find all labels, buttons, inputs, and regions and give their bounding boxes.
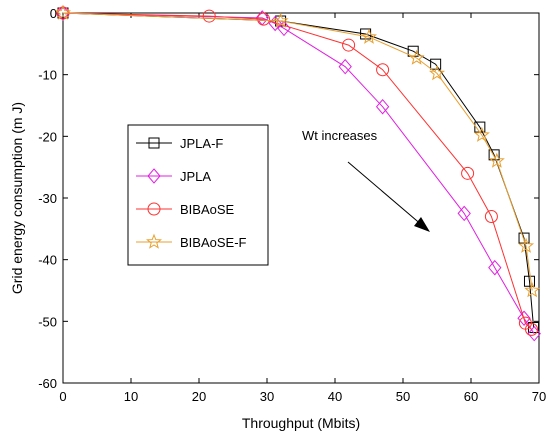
- x-tick-label: 50: [396, 389, 410, 404]
- series-layer: [55, 4, 541, 342]
- data-point: [338, 58, 352, 75]
- x-tick-label: 40: [328, 389, 342, 404]
- y-tick-label: -30: [38, 191, 57, 206]
- data-point: [272, 12, 289, 28]
- x-tick-label: 10: [124, 389, 138, 404]
- legend-marker: [146, 233, 162, 249]
- y-tick-label: 0: [50, 6, 57, 21]
- legend-marker: [147, 202, 161, 216]
- data-point: [518, 237, 535, 253]
- data-point: [429, 65, 445, 81]
- data-point: [376, 63, 390, 77]
- series-bibaose-f: [55, 4, 541, 298]
- data-point: [202, 9, 216, 23]
- legend: JPLA-F JPLA BIBAoSE BIBAoSE-F: [127, 124, 269, 266]
- data-point: [55, 4, 71, 20]
- x-tick-label: 30: [260, 389, 274, 404]
- legend-entry: BIBAoSE: [136, 202, 235, 217]
- y-tick-label: -40: [38, 253, 57, 268]
- data-point: [484, 210, 498, 223]
- data-point: [361, 28, 377, 44]
- x-tick-label: 70: [532, 389, 546, 404]
- data-point: [517, 310, 531, 327]
- series-line: [62, 12, 532, 330]
- y-tick-label: -10: [38, 68, 57, 83]
- data-point: [488, 259, 502, 276]
- legend-label: BIBAoSE: [180, 202, 235, 217]
- y-axis-label: Grid energy consumption (m J): [9, 102, 25, 294]
- data-point: [523, 275, 535, 287]
- series-line: [62, 12, 533, 291]
- data-point: [277, 20, 291, 37]
- annotation-text: Wt increases: [302, 128, 378, 143]
- x-tick-label: 60: [464, 389, 478, 404]
- data-point: [488, 152, 505, 168]
- legend-marker: [147, 168, 161, 184]
- data-point: [461, 166, 475, 180]
- y-tick-label: -60: [38, 376, 57, 391]
- data-point: [342, 38, 356, 52]
- legend-label: JPLA: [180, 169, 211, 184]
- legend-entry: JPLA-F: [136, 136, 223, 151]
- legend-label: BIBAoSE-F: [180, 235, 247, 250]
- data-point: [527, 325, 541, 342]
- series-line: [62, 12, 535, 328]
- data-point: [525, 322, 539, 336]
- data-point: [473, 126, 490, 142]
- legend-entry: BIBAoSE-F: [136, 233, 247, 250]
- data-point: [488, 149, 500, 161]
- y-tick-label: -50: [38, 314, 57, 329]
- x-axis-label: Throughput (Mbits): [242, 415, 360, 431]
- data-point: [408, 49, 425, 65]
- x-tick-label: 20: [192, 389, 206, 404]
- axis-ticks: 0 10 20 30 40 50 60 70 0 -10 -20 -30 -40 -50 -60: [38, 6, 546, 404]
- annotation-arrow: [347, 161, 430, 232]
- legend-label: JPLA-F: [180, 136, 223, 151]
- data-point: [457, 205, 471, 222]
- data-point: [257, 12, 271, 26]
- legend-entries: JPLA-F JPLA BIBAoSE BIBAoSE-F: [136, 136, 247, 250]
- y-tick-label: -20: [38, 129, 57, 144]
- x-tick-label: 0: [59, 389, 66, 404]
- data-point: [375, 98, 390, 115]
- legend-marker: [148, 137, 160, 149]
- legend-entry: JPLA: [136, 168, 211, 184]
- data-point: [524, 282, 541, 298]
